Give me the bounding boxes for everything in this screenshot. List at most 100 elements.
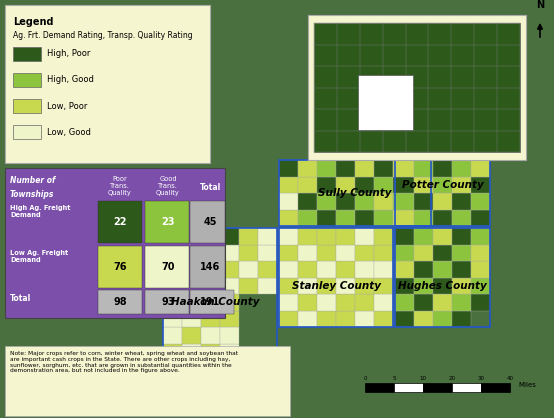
Bar xyxy=(336,160,355,176)
Bar xyxy=(317,311,336,327)
Bar xyxy=(98,290,142,314)
Text: Miles: Miles xyxy=(518,382,536,388)
Bar xyxy=(239,245,258,261)
Text: 0: 0 xyxy=(363,376,367,381)
Bar xyxy=(220,294,239,311)
Bar xyxy=(374,160,393,176)
Bar xyxy=(201,294,220,311)
Bar xyxy=(190,201,225,243)
Text: Ag. Frt. Demand Rating, Transp. Quality Rating: Ag. Frt. Demand Rating, Transp. Quality … xyxy=(13,31,193,40)
Bar xyxy=(317,176,336,193)
Bar xyxy=(298,160,317,176)
Bar xyxy=(298,176,317,193)
Bar xyxy=(201,311,220,327)
Bar xyxy=(145,246,189,288)
Bar xyxy=(365,383,394,392)
Text: 5: 5 xyxy=(392,376,396,381)
Bar xyxy=(433,160,452,176)
Bar xyxy=(393,209,412,226)
Bar xyxy=(414,209,433,226)
Bar xyxy=(5,168,225,318)
Bar xyxy=(481,383,510,392)
Bar xyxy=(452,228,471,245)
Bar xyxy=(98,246,142,288)
Text: N: N xyxy=(536,0,544,10)
Bar xyxy=(182,261,201,278)
Bar xyxy=(163,311,182,327)
Bar xyxy=(190,290,234,314)
Bar xyxy=(279,176,298,193)
Bar xyxy=(182,294,201,311)
Bar xyxy=(452,176,471,193)
Text: Low, Poor: Low, Poor xyxy=(47,102,88,110)
Bar xyxy=(374,193,393,209)
Bar xyxy=(201,228,220,245)
Bar xyxy=(395,245,414,261)
Bar xyxy=(182,344,201,360)
Bar xyxy=(317,228,336,245)
Bar xyxy=(471,176,490,193)
Bar xyxy=(298,311,317,327)
Bar xyxy=(201,327,220,344)
Text: Note: Major crops refer to corn, winter wheat, spring wheat and soybean that
are: Note: Major crops refer to corn, winter … xyxy=(10,351,238,373)
Bar xyxy=(452,383,481,392)
Bar xyxy=(279,278,298,294)
Bar xyxy=(279,311,298,327)
Bar xyxy=(279,228,298,245)
Bar xyxy=(182,311,201,327)
Bar xyxy=(471,160,490,176)
Bar xyxy=(355,245,374,261)
Bar xyxy=(395,278,414,294)
Bar xyxy=(374,245,393,261)
Bar xyxy=(452,160,471,176)
Bar xyxy=(395,143,414,160)
Bar xyxy=(355,294,374,311)
Text: 98: 98 xyxy=(113,297,127,307)
Bar xyxy=(163,245,182,261)
Bar xyxy=(298,294,317,311)
Bar xyxy=(395,311,414,327)
Bar xyxy=(182,228,201,245)
Bar xyxy=(13,47,41,61)
Bar xyxy=(336,176,355,193)
Bar xyxy=(279,193,298,209)
Bar xyxy=(201,245,220,261)
Text: Poor
Trans.
Quality: Poor Trans. Quality xyxy=(108,176,132,196)
Bar xyxy=(279,209,298,226)
Bar xyxy=(471,261,490,278)
Bar xyxy=(5,346,290,416)
Bar xyxy=(412,160,431,176)
Bar xyxy=(395,143,490,226)
Bar xyxy=(220,245,239,261)
Text: 146: 146 xyxy=(200,262,220,272)
Bar xyxy=(336,193,355,209)
Bar xyxy=(220,344,239,360)
Text: 23: 23 xyxy=(161,217,175,227)
Bar xyxy=(433,143,452,160)
Bar xyxy=(393,160,412,176)
Text: Hughes County: Hughes County xyxy=(398,281,487,291)
Bar xyxy=(13,125,41,139)
Bar xyxy=(433,193,452,209)
Bar xyxy=(355,311,374,327)
Bar xyxy=(298,228,317,245)
Bar xyxy=(298,261,317,278)
Bar xyxy=(414,143,433,160)
Bar xyxy=(433,278,452,294)
Text: High Ag. Freight
Demand: High Ag. Freight Demand xyxy=(10,205,70,218)
Bar xyxy=(471,245,490,261)
Bar xyxy=(239,261,258,278)
Bar xyxy=(13,99,41,113)
Bar xyxy=(374,278,393,294)
Bar xyxy=(414,294,433,311)
Bar xyxy=(471,228,490,245)
Bar xyxy=(433,245,452,261)
Text: 22: 22 xyxy=(113,217,127,227)
Bar xyxy=(279,294,298,311)
Text: High, Good: High, Good xyxy=(47,76,94,84)
Bar xyxy=(355,193,374,209)
Bar xyxy=(355,176,374,193)
Bar xyxy=(374,294,393,311)
Bar xyxy=(220,327,239,344)
Bar xyxy=(374,209,393,226)
